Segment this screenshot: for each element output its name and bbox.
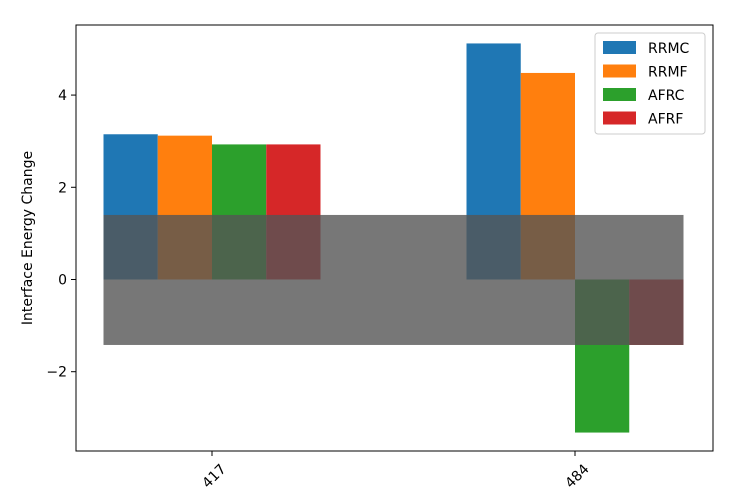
- x-axis: 417 484: [199, 451, 593, 492]
- shaded-band: [103, 214, 684, 345]
- plot-frame: [75, 24, 714, 452]
- legend-label-afrf: AFRF: [648, 112, 683, 128]
- legend-label-rrmf: RRMF: [648, 65, 688, 81]
- x-tick-label: 417: [199, 461, 229, 491]
- legend-box: [594, 32, 706, 135]
- y-tick-label: 4: [58, 88, 67, 104]
- y-tick-label: 2: [58, 180, 67, 196]
- y-tick-label: 0: [58, 272, 67, 288]
- x-tick-label: 484: [562, 461, 592, 491]
- legend-label-rrmc: RRMC: [648, 41, 690, 57]
- legend-swatch-afrc: [603, 88, 636, 101]
- y-tick-label: −2: [46, 365, 67, 381]
- legend-swatch-rrmc: [603, 41, 636, 54]
- y-axis-label: Interface Energy Change: [20, 151, 36, 325]
- legend-label-afrc: AFRC: [648, 88, 685, 104]
- legend-swatch-rrmf: [603, 64, 636, 78]
- legend: RRMC RRMF AFRC AFRF: [594, 32, 706, 135]
- y-axis: −2 0 2 4: [46, 88, 76, 381]
- legend-swatch-afrf: [603, 111, 636, 125]
